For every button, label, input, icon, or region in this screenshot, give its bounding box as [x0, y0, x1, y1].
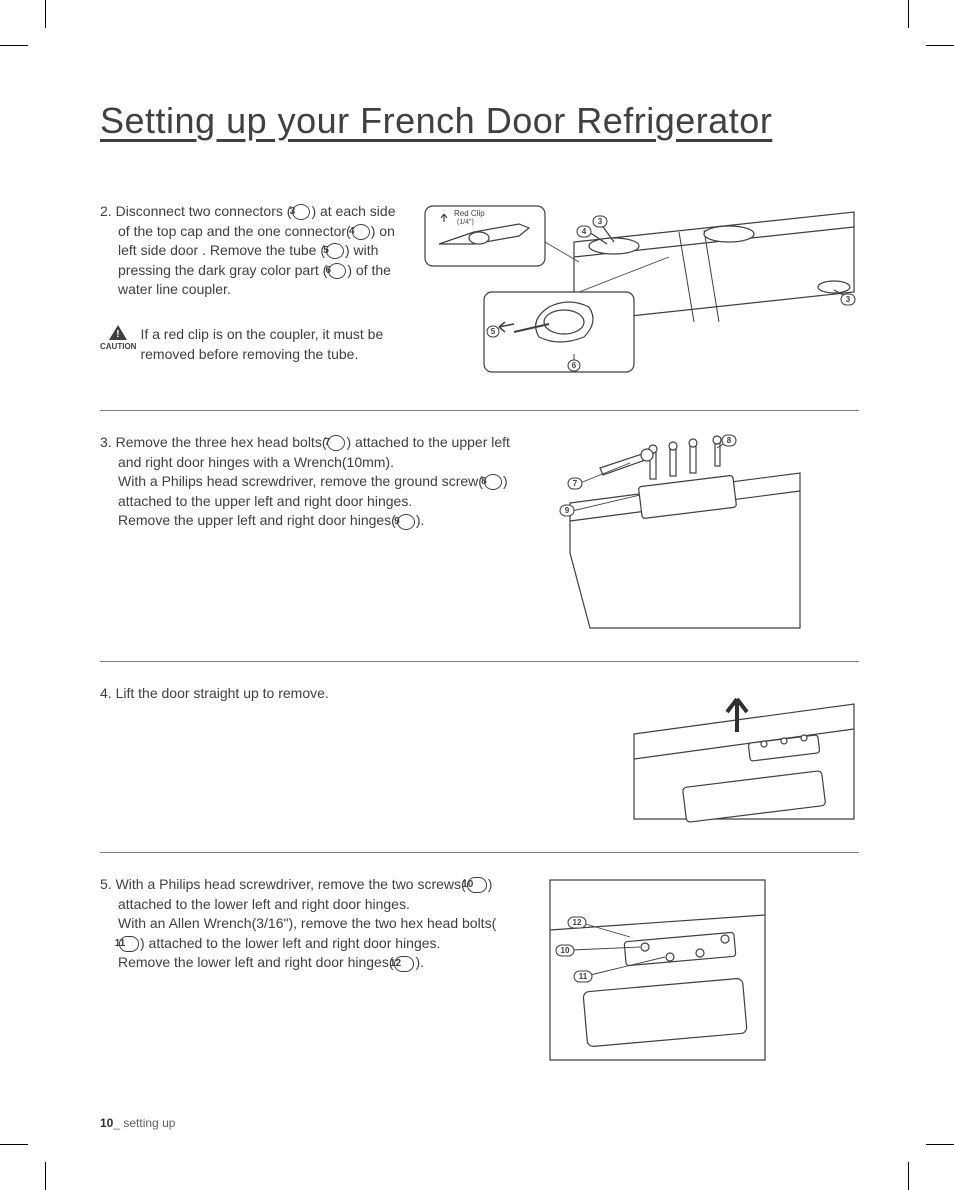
- callout-11: 11: [119, 936, 139, 952]
- caution-text: If a red clip is on the coupler, it must…: [140, 325, 399, 364]
- callout-5: 5: [326, 243, 344, 259]
- svg-text:12: 12: [573, 918, 582, 927]
- callout-10: 10: [467, 877, 487, 893]
- footer: 10_ setting up: [100, 1116, 175, 1130]
- figure-step-3: 7 8 9: [530, 433, 810, 633]
- step-num: 3.: [100, 434, 112, 450]
- step-4-text: 4. Lift the door straight up to remove.: [100, 684, 629, 704]
- svg-text:7: 7: [573, 479, 578, 488]
- callout-9: 9: [397, 514, 415, 530]
- step-num: 4.: [100, 685, 112, 701]
- svg-text:11: 11: [579, 972, 588, 981]
- caution-icon: CAUTION: [100, 325, 136, 352]
- caution-block: CAUTION If a red clip is on the coupler,…: [100, 325, 399, 364]
- svg-text:(1/4"): (1/4"): [457, 219, 474, 226]
- step-num: 5.: [100, 876, 112, 892]
- divider: [100, 852, 859, 853]
- svg-text:4: 4: [582, 227, 587, 236]
- svg-text:Red Clip: Red Clip: [454, 209, 485, 218]
- step-num: 2.: [100, 203, 112, 219]
- svg-text:3: 3: [846, 295, 851, 304]
- callout-8: 8: [484, 474, 502, 490]
- step-5-text: 5. With a Philips head screwdriver, remo…: [100, 875, 530, 973]
- callout-4: 4: [352, 224, 370, 240]
- step-3: 3. Remove the three hex head bolts(7) at…: [100, 433, 859, 633]
- step-3-text: 3. Remove the three hex head bolts(7) at…: [100, 433, 530, 531]
- svg-text:6: 6: [572, 361, 577, 370]
- step-2: 2. Disconnect two connectors (3) at each…: [100, 202, 859, 382]
- step-2-text: 2. Disconnect two connectors (3) at each…: [100, 202, 419, 364]
- svg-text:3: 3: [598, 217, 603, 226]
- callout-3: 3: [292, 204, 310, 220]
- svg-text:8: 8: [727, 436, 732, 445]
- figure-step-2: 3 4 3 5 6: [419, 202, 859, 382]
- callout-7: 7: [327, 435, 345, 451]
- step-5: 5. With a Philips head screwdriver, remo…: [100, 875, 859, 1065]
- page: Setting up your French Door Refrigerator…: [0, 0, 954, 1190]
- step-4: 4. Lift the door straight up to remove.: [100, 684, 859, 824]
- svg-text:5: 5: [491, 327, 496, 336]
- figure-step-4: [629, 684, 859, 824]
- figure-step-5: 12 10 11: [530, 875, 770, 1065]
- svg-text:10: 10: [561, 946, 570, 955]
- callout-12: 12: [394, 956, 414, 972]
- svg-text:9: 9: [565, 506, 570, 515]
- divider: [100, 410, 859, 411]
- divider: [100, 661, 859, 662]
- callout-6: 6: [328, 263, 346, 279]
- page-title: Setting up your French Door Refrigerator: [100, 100, 859, 142]
